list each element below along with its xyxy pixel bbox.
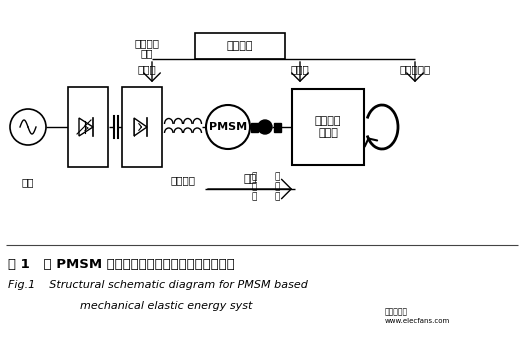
Text: 电网: 电网 [22, 177, 34, 187]
Text: 联
轴
器: 联 轴 器 [275, 172, 280, 202]
Text: 机械弹性
储能箱: 机械弹性 储能箱 [315, 116, 341, 138]
Text: 永磁同步: 永磁同步 [135, 38, 159, 48]
Text: 图 1   以 PMSM 为执行机构的机械弹性储能系统结构: 图 1 以 PMSM 为执行机构的机械弹性储能系统结构 [8, 258, 235, 271]
Text: 联
轴
器: 联 轴 器 [252, 172, 257, 202]
Text: 电子发烧友: 电子发烧友 [385, 307, 408, 316]
Bar [274, 123, 281, 131]
Text: 电机: 电机 [141, 48, 153, 58]
Bar [251, 123, 258, 131]
Text: 编码器: 编码器 [291, 64, 309, 74]
Polygon shape [134, 118, 147, 136]
Circle shape [258, 120, 272, 134]
Text: 电抗滤波: 电抗滤波 [170, 175, 195, 185]
Bar [68, 87, 108, 167]
Polygon shape [79, 118, 93, 136]
Text: 储能: 储能 [243, 174, 257, 184]
Text: 控制系统: 控制系统 [227, 41, 253, 51]
Circle shape [206, 105, 250, 149]
Text: PMSM: PMSM [209, 122, 247, 132]
Bar [292, 89, 364, 165]
Bar [122, 87, 162, 167]
Bar [195, 33, 285, 59]
Text: 电磁制动器: 电磁制动器 [399, 64, 431, 74]
Text: 逆变器: 逆变器 [138, 64, 156, 74]
Text: mechanical elastic energy syst: mechanical elastic energy syst [80, 301, 253, 311]
Text: www.elecfans.com: www.elecfans.com [385, 318, 450, 324]
Text: Fig.1    Structural schematic diagram for PMSM based: Fig.1 Structural schematic diagram for P… [8, 280, 308, 290]
